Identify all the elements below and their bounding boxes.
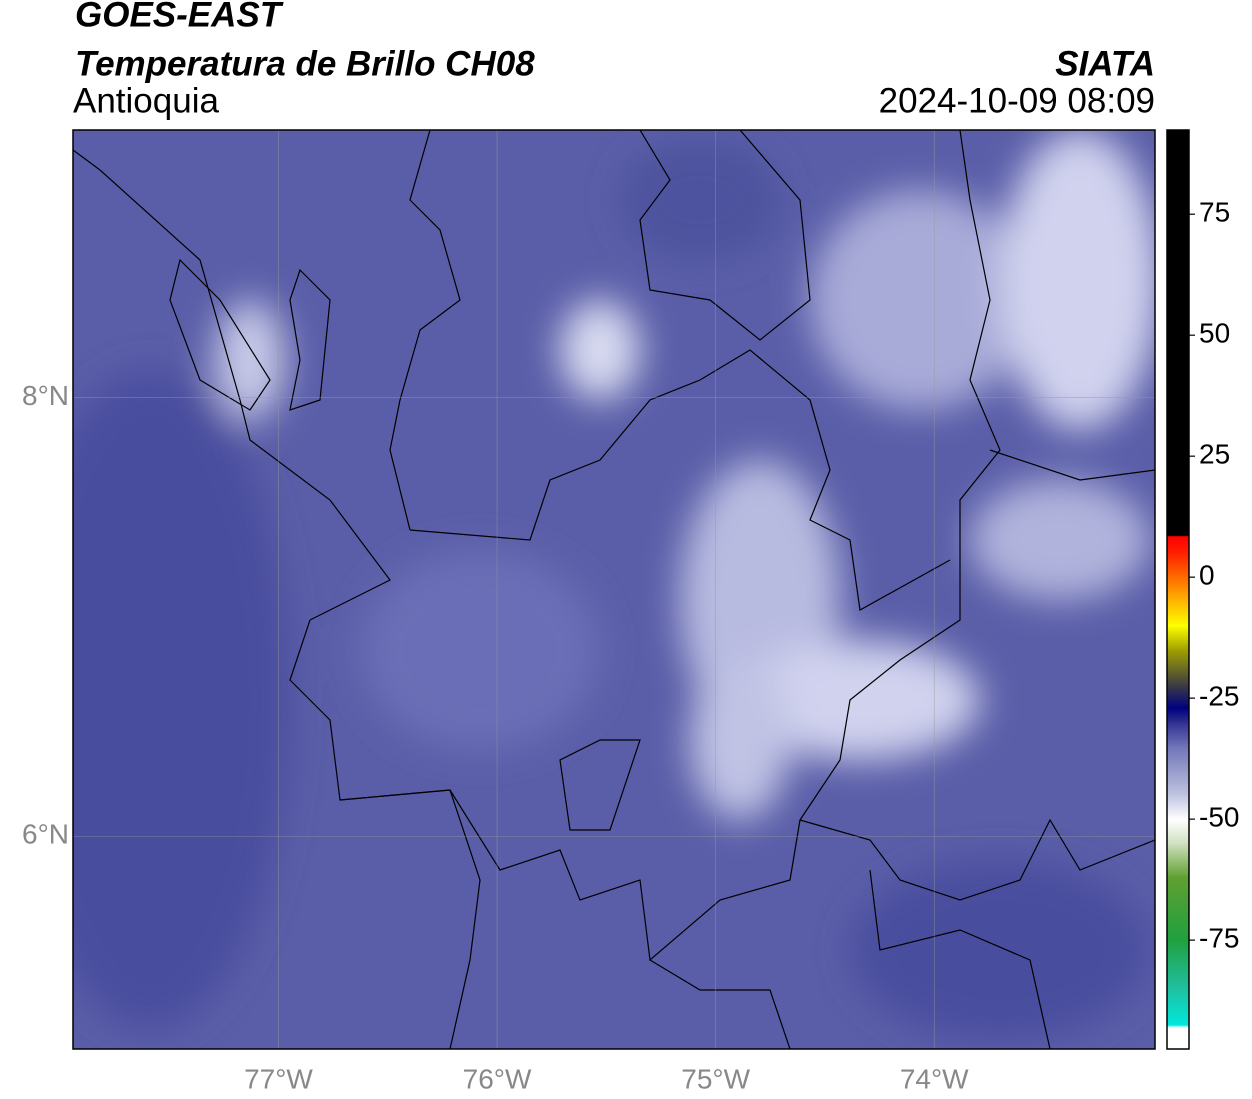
source: SIATA [1055,44,1155,83]
map-image [73,130,1155,1049]
colorbar-segment [1167,940,1189,990]
timestamp: 2024-10-09 08:09 [879,81,1155,120]
colorbar-segment [1167,794,1189,820]
colorbar-segment [1167,746,1189,796]
colorbar-segment [1167,843,1189,878]
border [339,130,1001,962]
x-tick-label: 75°W [681,1063,750,1094]
border [649,869,1051,1049]
border [559,739,641,831]
colorbar-tick-label: 0 [1199,560,1215,591]
colorbar-segment [1167,649,1189,685]
colorbar-segment [1167,877,1189,941]
colorbar-segment [1167,707,1189,723]
colorbar-tick-label: 50 [1199,318,1230,349]
colorbar-segment [1167,683,1189,709]
colorbar-segment [1167,130,1189,537]
colorbar-segment [1167,819,1189,844]
colorbar-tick-label: -75 [1199,923,1239,954]
colorbar-segment [1167,722,1189,748]
title: GOES-EAST [75,0,284,34]
border [389,130,461,531]
colorbar-segment [1167,625,1189,651]
colorbar-segment [1167,536,1189,554]
map-frame [72,129,1156,1050]
colorbar-segment [1167,591,1189,627]
coastline [169,258,331,411]
colorbar-segment [1167,1024,1189,1028]
colorbar-segment [1167,552,1189,593]
x-tick-label: 74°W [900,1063,969,1094]
colorbar-segment [1167,1027,1189,1050]
colorbar-tick-label: 25 [1199,439,1230,470]
subtitle: Temperatura de Brillo CH08 [75,44,535,83]
colorbar-tick-label: -50 [1199,802,1239,833]
x-tick-label: 77°W [244,1063,313,1094]
cloud-field [73,130,1155,1040]
border [639,130,811,341]
region: Antioquia [73,81,219,120]
grid [73,130,1155,1049]
colorbar-frame [1166,129,1190,1050]
x-tick-label: 76°W [463,1063,532,1094]
colorbar-tick-label: 75 [1199,197,1230,228]
border [409,349,951,611]
y-tick-label: 8°N [22,380,69,411]
border [799,818,1155,901]
colorbar-segment [1167,988,1189,1026]
border [73,149,481,1049]
border [989,449,1155,481]
y-tick-label: 6°N [22,819,69,850]
colorbar-tick-label: -25 [1199,681,1239,712]
